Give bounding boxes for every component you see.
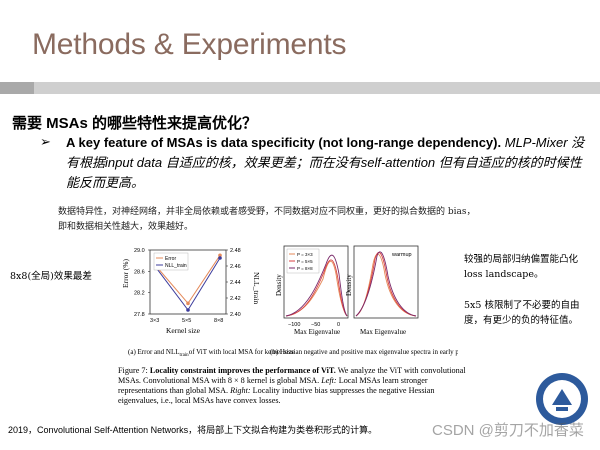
curve-3x3-neg xyxy=(285,261,348,317)
series-point-error xyxy=(218,253,222,258)
legend-3x3-label: P = 3×3 xyxy=(297,252,313,257)
bullet-bold-text: A key feature of MSAs is data specificit… xyxy=(66,135,502,150)
sub-caption-a-rest: of ViT with local MSA for kernel size xyxy=(189,348,295,356)
panel-b-negative-frame xyxy=(283,245,349,319)
bullet-arrow-icon: ➢ xyxy=(40,134,51,149)
panel-a-xlabel: Kernel size xyxy=(166,326,201,335)
ytick-left-label: 29.0 xyxy=(134,248,145,254)
panel-b-xlabel-pos: Max Eigenvalue xyxy=(360,328,406,336)
caption-right-label: Right: xyxy=(230,386,251,395)
caption-bold: Locality constraint improves the perform… xyxy=(149,366,336,375)
logo-emblem-shape xyxy=(552,389,572,405)
caption-rest: We analyze the ViT with convolutional MS… xyxy=(118,366,466,385)
ytick-left-label: 27.8 xyxy=(134,312,145,318)
xtick-label: 3×3 xyxy=(150,318,159,324)
sub-caption-a-sub: train xyxy=(180,353,190,358)
left-note: 8x8(全局)效果最差 xyxy=(10,271,92,282)
right-note-loss-landscape: 较强的局部归纳偏置能凸化loss landscape。 xyxy=(464,254,579,280)
legend-8x8-label: P = 8×8 xyxy=(297,266,313,271)
ytick-left-label: 28.6 xyxy=(134,269,145,275)
panel-b-xtick-2: −50 xyxy=(311,322,320,328)
curve-8x8-neg xyxy=(285,254,348,317)
caption-left: Local MSAs learn stronger representation… xyxy=(118,376,428,395)
series-point-nll_train xyxy=(186,308,190,312)
panel-b-ylabel-pos: Density xyxy=(345,274,353,296)
bullet-text: A key feature of MSAs is data specificit… xyxy=(66,133,586,193)
ytick-right-label: 2.44 xyxy=(230,280,241,286)
series-point-nll_train xyxy=(218,256,222,260)
curve-5x5-neg xyxy=(285,259,348,317)
sub-caption-a: (a) Error and NLLtrainof ViT with local … xyxy=(128,348,295,358)
university-logo xyxy=(536,373,588,425)
panel-b-warmup-label: warmup xyxy=(391,252,412,258)
logo-emblem-base xyxy=(556,407,568,411)
csdn-watermark: CSDN @剪刀不加香菜 xyxy=(432,422,584,439)
panel-b-xtick-1: −100 xyxy=(288,322,300,328)
figure-7: 27.8 28.2 28.6 29.0 2.40 2.42 2.44 2.46 2.48 3×… xyxy=(121,245,458,358)
bullet-italic-text: MLP-Mixer 没有根据input data 自适应的核，效果更差；而在没有… xyxy=(66,135,585,190)
ytick-right-label: 2.48 xyxy=(230,248,241,254)
slide-title: Methods & Experiments xyxy=(32,28,347,61)
caption-lead: Figure 7: xyxy=(118,366,148,375)
title-divider-accent xyxy=(0,82,34,94)
ytick-right-label: 2.42 xyxy=(230,296,241,302)
legend-nll-label: NLL_train xyxy=(165,263,187,269)
ytick-right-label: 2.46 xyxy=(230,264,241,270)
xtick-label: 8×8 xyxy=(214,318,223,324)
panel-a-legend-box xyxy=(153,252,189,271)
figure-caption: Figure 7: Locality constraint improves t… xyxy=(118,366,474,406)
xtick-label: 5×5 xyxy=(182,318,191,324)
panel-a-chart: 27.8 28.2 28.6 29.0 2.40 2.42 2.44 2.46 2.48 3×… xyxy=(121,248,261,335)
right-note-kernel: 5x5 核限制了不必要的自由度，有更少的负的特征值。 xyxy=(464,300,580,326)
legend-error-label: Error xyxy=(165,256,176,262)
series-point-error xyxy=(186,301,190,306)
question-heading: 需要 MSAs 的哪些特性来提高优化？ xyxy=(12,115,258,132)
panel-a-ylabel-left: Error (%) xyxy=(121,259,130,288)
sub-caption-a-lead: (a) Error and NLL xyxy=(128,348,180,356)
panel-b-chart: P = 3×3 P = 5×5 P = 8×8 warmup −100 −50 … xyxy=(275,245,419,336)
caption-left-label: Left: xyxy=(321,376,337,385)
curve-8x8-pos xyxy=(355,251,417,317)
panel-b-legend: P = 3×3 P = 5×5 P = 8×8 xyxy=(286,248,320,274)
footer-reference: 2019，Convolutional Self-Attention Networ… xyxy=(8,425,378,435)
curve-3x3-pos xyxy=(355,253,417,317)
title-divider-bar xyxy=(0,82,600,94)
legend-5x5-label: P = 5×5 xyxy=(297,259,313,264)
panel-b-ylabel-neg: Density xyxy=(275,274,283,296)
panel-a-legend: Error NLL_train xyxy=(153,252,189,271)
sub-caption-b: (b) Hessian negative and positive max ei… xyxy=(270,348,458,356)
panel-b-xlabel-neg: Max Eigenvalue xyxy=(294,328,340,336)
panel-a-ylabel-right: NLL_train xyxy=(252,272,261,304)
curve-5x5-pos xyxy=(355,252,417,317)
panel-b-xtick-3: 0 xyxy=(337,322,340,328)
caption-right: Locality inductive bias suppresses the n… xyxy=(118,386,435,405)
panel-b-positive-frame xyxy=(353,245,419,319)
ytick-right-label: 2.40 xyxy=(230,312,241,318)
ytick-left-label: 28.2 xyxy=(134,291,145,297)
data-specificity-note: 数据特异性，对神经网络，并非全局依赖或者感受野，不同数据对应不同权重，更好的拟合… xyxy=(58,207,476,232)
